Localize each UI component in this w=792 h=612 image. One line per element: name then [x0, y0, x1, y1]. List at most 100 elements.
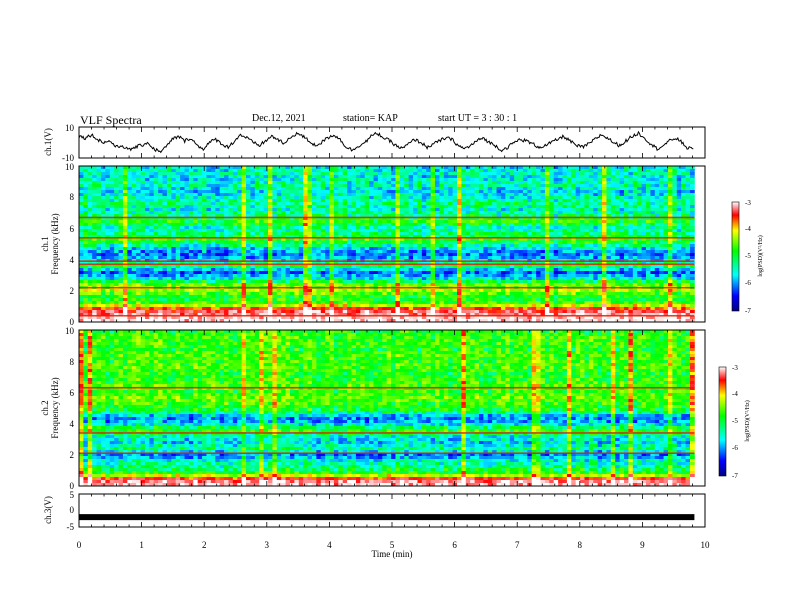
spectrogram-cell	[136, 169, 141, 173]
spectrogram-cell	[153, 217, 159, 221]
spectrogram-cell	[637, 202, 643, 206]
spectrogram-cell	[149, 214, 155, 218]
spectrogram-cell	[593, 226, 599, 230]
spectrogram-cell	[448, 214, 454, 218]
spectrogram-cell	[386, 166, 392, 170]
spectrogram-cell	[566, 256, 572, 260]
spectrogram-cell	[689, 208, 695, 212]
spectrogram-cell	[382, 268, 388, 272]
spectrogram-cell	[259, 205, 265, 209]
spectrogram-cell	[575, 265, 581, 269]
spectrogram-cell	[588, 250, 594, 254]
spectrogram-cell	[210, 256, 216, 260]
spectrogram-cell	[289, 220, 295, 224]
spectrogram-cell	[637, 208, 643, 212]
spectrogram-cell	[518, 220, 524, 224]
spectrogram-cell	[641, 172, 647, 176]
spectrogram-cell	[443, 247, 449, 251]
spectrogram-cell	[215, 214, 221, 218]
spectrogram-cell	[457, 166, 462, 170]
spectrogram-cell	[522, 184, 528, 188]
spectrogram-cell	[180, 220, 185, 224]
spectrogram-cell	[294, 199, 300, 203]
spectrogram-cell	[461, 193, 467, 197]
spectrogram-cell	[180, 235, 185, 239]
spectrogram-cell	[685, 265, 691, 269]
spectrogram-cell	[228, 265, 234, 269]
spectrogram-cell	[281, 256, 286, 260]
spectrogram-cell	[237, 250, 243, 254]
spectrogram-cell	[100, 232, 106, 236]
spectrogram-cell	[602, 193, 607, 197]
spectrogram-cell	[448, 211, 454, 215]
spectrogram-cell	[377, 217, 383, 221]
spectrogram-cell	[184, 193, 190, 197]
spectrogram-cell	[144, 220, 150, 224]
spectrogram-cell	[127, 220, 133, 224]
spectrogram-cell	[461, 229, 467, 233]
spectrogram-cell	[246, 220, 251, 224]
spectrogram-cell	[637, 196, 643, 200]
spectrogram-cell	[689, 235, 695, 239]
spectrogram-cell	[404, 250, 410, 254]
spectrogram-cell	[342, 178, 348, 182]
spectrogram-cell	[259, 184, 265, 188]
spectrogram-cell	[250, 211, 256, 215]
spectrogram-cell	[285, 178, 291, 182]
ch1-spectrogram	[79, 166, 695, 323]
spectrogram-cell	[171, 232, 177, 236]
spectrogram-cell	[136, 187, 141, 191]
spectrogram-cell	[465, 187, 471, 191]
spectrogram-cell	[681, 256, 686, 260]
spectrogram-cell	[311, 220, 317, 224]
spectrogram-cell	[329, 226, 335, 230]
spectrogram-cell	[289, 196, 295, 200]
spectrogram-cell	[496, 211, 502, 215]
spectrogram-cell	[430, 169, 436, 173]
spectrogram-cell	[136, 208, 141, 212]
spectrogram-cell	[333, 196, 339, 200]
spectrogram-cell	[87, 256, 93, 260]
spectrogram-cell	[320, 196, 326, 200]
spectrogram-cell	[399, 190, 405, 194]
spectrogram-cell	[250, 256, 256, 260]
spectrogram-cell	[619, 196, 625, 200]
spectrogram-cell	[232, 205, 238, 209]
spectrogram-cell	[474, 247, 480, 251]
spectrogram-cell	[562, 241, 568, 245]
spectrogram-cell	[377, 169, 383, 173]
spectrogram-cell	[351, 172, 357, 176]
spectrogram-cell	[320, 211, 326, 215]
spectrogram-cell	[597, 247, 603, 251]
spectrogram-cell	[522, 169, 528, 173]
spectrogram-cell	[347, 187, 352, 191]
spectrogram-cell	[180, 190, 185, 194]
spectrogram-cell	[588, 211, 594, 215]
spectrogram-cell	[628, 232, 634, 236]
spectrogram-cell	[566, 175, 572, 179]
spectrogram-cell	[166, 202, 172, 206]
spectrogram-cell	[553, 235, 559, 239]
spectrogram-cell	[342, 214, 348, 218]
spectrogram-cell	[685, 214, 691, 218]
spectrogram-cell	[500, 196, 506, 200]
spectrogram-cell	[114, 238, 119, 242]
spectrogram-cell	[536, 268, 541, 272]
spectrogram-cell	[140, 196, 146, 200]
spectrogram-cell	[87, 169, 93, 173]
spectrogram-cell	[514, 247, 519, 251]
spectrogram-cell	[140, 253, 146, 257]
spectrogram-cell	[536, 256, 541, 260]
spectrogram-cell	[571, 217, 577, 221]
spectrogram-cell	[246, 172, 251, 176]
spectrogram-cell	[584, 193, 590, 197]
spectrogram-cell	[285, 241, 291, 245]
spectrogram-cell	[329, 202, 335, 206]
spectrogram-cell	[320, 178, 326, 182]
spectrogram-cell	[650, 199, 656, 203]
spectrogram-cell	[566, 229, 572, 233]
spectrogram-cell	[580, 238, 585, 242]
spectrogram-cell	[210, 178, 216, 182]
spectrogram-cell	[298, 247, 304, 251]
spectrogram-cell	[395, 211, 401, 215]
